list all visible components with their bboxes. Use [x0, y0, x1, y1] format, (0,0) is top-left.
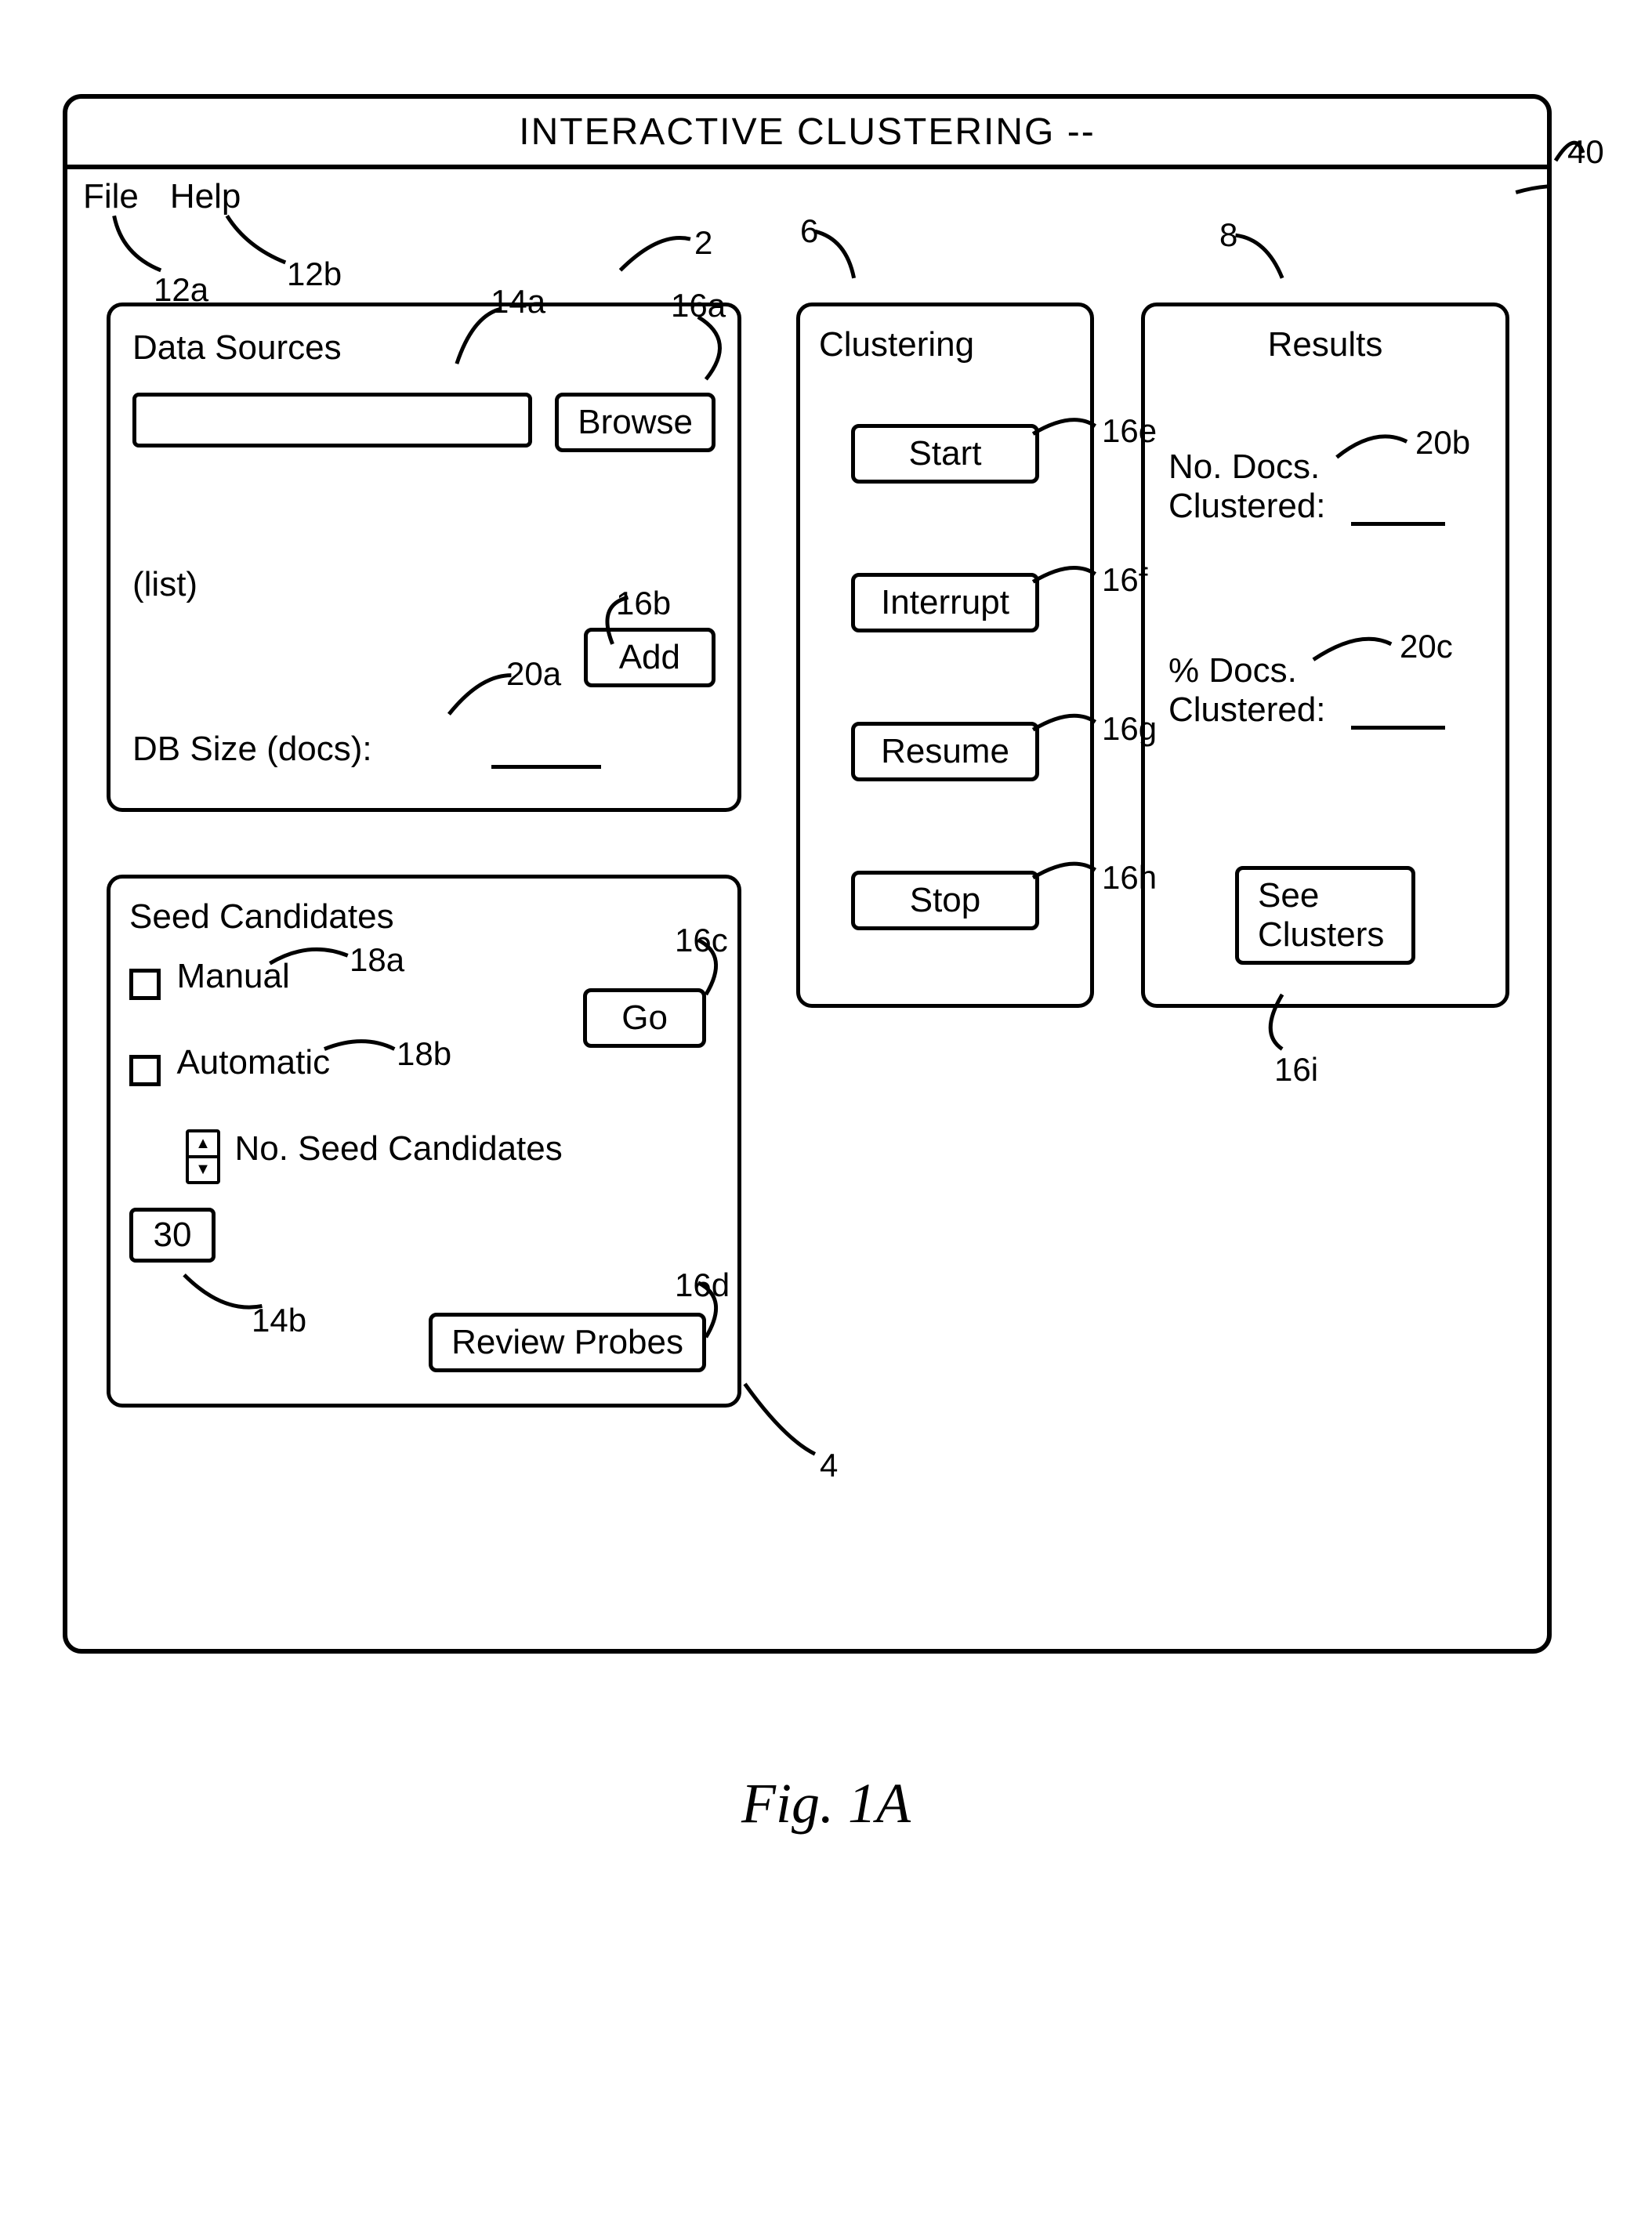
- seed-count-label: No. Seed Candidates: [234, 1129, 562, 1168]
- interrupt-button[interactable]: Interrupt: [851, 573, 1039, 632]
- seed-count-value: 30: [154, 1216, 192, 1255]
- callout-14b: 14b: [252, 1302, 306, 1339]
- main-window: INTERACTIVE CLUSTERING -- File Help Data…: [63, 94, 1552, 1654]
- seed-candidates-panel: Seed Candidates Manual Automatic ▲ ▼ No.…: [107, 875, 741, 1408]
- pct-docs-value-blank: [1351, 701, 1445, 730]
- callout-16h: 16h: [1102, 859, 1157, 897]
- callout-18a: 18a: [350, 941, 404, 979]
- spinner-down-icon[interactable]: ▼: [189, 1158, 217, 1181]
- menubar: File Help: [83, 177, 241, 216]
- callout-16c: 16c: [675, 922, 728, 959]
- start-button[interactable]: Start: [851, 424, 1039, 484]
- automatic-checkbox[interactable]: [129, 1055, 161, 1086]
- callout-12a: 12a: [154, 271, 208, 309]
- menu-help[interactable]: Help: [170, 177, 241, 216]
- stop-button[interactable]: Stop: [851, 871, 1039, 930]
- go-button[interactable]: Go: [583, 988, 706, 1048]
- see-clusters-button[interactable]: See Clusters: [1235, 866, 1415, 965]
- clustered-label-2: Clustered:: [1168, 690, 1445, 730]
- callout-4: 4: [820, 1447, 838, 1484]
- seed-title: Seed Candidates: [129, 897, 719, 937]
- clustered-label-1: Clustered:: [1168, 487, 1445, 526]
- callout-16e: 16e: [1102, 412, 1157, 450]
- db-size-label: DB Size (docs):: [132, 730, 601, 769]
- seed-count-row: ▲ ▼ No. Seed Candidates: [181, 1129, 563, 1184]
- menu-file[interactable]: File: [83, 177, 139, 216]
- callout-12b: 12b: [287, 255, 342, 293]
- callout-40: 40: [1567, 133, 1604, 171]
- seed-count-input[interactable]: 30: [129, 1208, 216, 1263]
- clustering-title: Clustering: [819, 325, 1071, 364]
- callout-16f: 16f: [1102, 561, 1147, 599]
- callout-8: 8: [1219, 216, 1237, 254]
- callout-20a: 20a: [506, 655, 561, 693]
- db-size-text: DB Size (docs):: [132, 730, 372, 768]
- automatic-row: Automatic: [129, 1043, 330, 1086]
- clustered-text-2: Clustered:: [1168, 690, 1326, 729]
- data-sources-title: Data Sources: [132, 328, 716, 368]
- no-docs-label: No. Docs.: [1168, 447, 1445, 487]
- callout-16d: 16d: [675, 1266, 730, 1304]
- add-button[interactable]: Add: [584, 628, 716, 687]
- callout-18b: 18b: [397, 1035, 451, 1073]
- no-docs-value-blank: [1351, 498, 1445, 526]
- automatic-label: Automatic: [176, 1043, 330, 1082]
- callout-20b: 20b: [1415, 424, 1470, 462]
- browse-button[interactable]: Browse: [555, 393, 716, 452]
- callout-16i: 16i: [1274, 1051, 1318, 1089]
- clustering-panel: Clustering Start Interrupt Resume Stop: [796, 303, 1094, 1008]
- callout-20c: 20c: [1400, 628, 1453, 665]
- results-title: Results: [1164, 325, 1487, 364]
- manual-checkbox[interactable]: [129, 969, 161, 1000]
- spinner-up-icon[interactable]: ▲: [189, 1132, 217, 1158]
- figure-caption: Fig. 1A: [741, 1771, 911, 1836]
- review-probes-button[interactable]: Review Probes: [429, 1313, 706, 1372]
- manual-label: Manual: [176, 957, 289, 995]
- resume-button[interactable]: Resume: [851, 722, 1039, 781]
- window-titlebar: INTERACTIVE CLUSTERING --: [67, 99, 1547, 169]
- callout-14a: 14a: [491, 283, 545, 321]
- clustered-text-1: Clustered:: [1168, 487, 1326, 525]
- results-panel: Results No. Docs. Clustered: % Docs. Clu…: [1141, 303, 1509, 1008]
- data-source-list-label: (list): [132, 565, 197, 604]
- db-size-value-blank: [491, 741, 601, 769]
- callout-16b: 16b: [616, 585, 671, 622]
- manual-row: Manual: [129, 957, 290, 1000]
- callout-16a: 16a: [671, 287, 726, 324]
- callout-6: 6: [800, 212, 818, 250]
- data-source-input[interactable]: [132, 393, 532, 447]
- no-docs-row: No. Docs. Clustered:: [1168, 447, 1445, 526]
- data-sources-panel: Data Sources Browse (list) Add DB Size (…: [107, 303, 741, 812]
- seed-count-spinner[interactable]: ▲ ▼: [186, 1129, 220, 1184]
- window-title: INTERACTIVE CLUSTERING --: [519, 111, 1095, 154]
- callout-16g: 16g: [1102, 710, 1157, 748]
- callout-2: 2: [694, 224, 712, 262]
